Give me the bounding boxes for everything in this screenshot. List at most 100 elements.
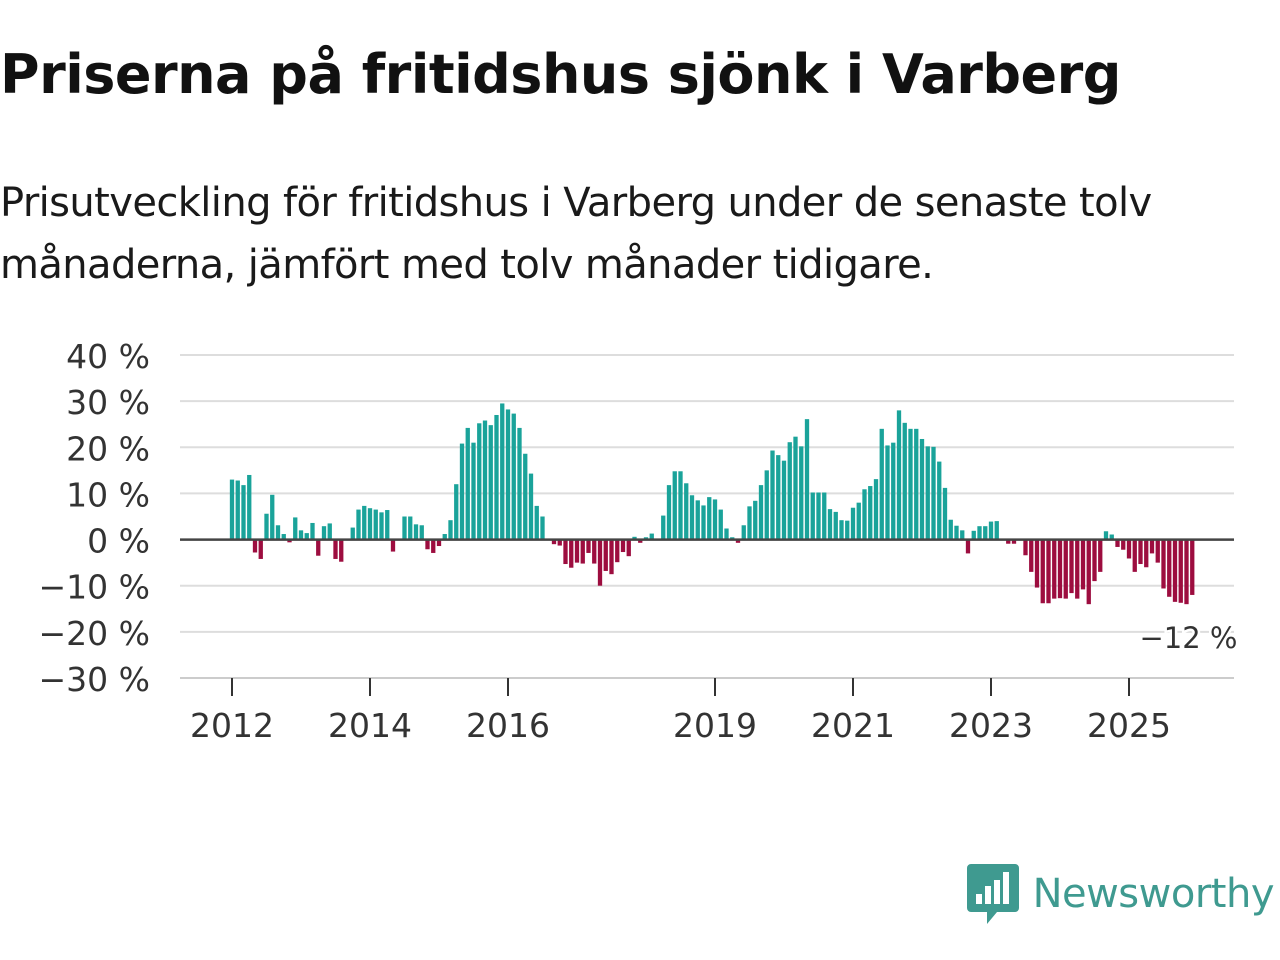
bar-negative	[1126, 539, 1132, 559]
bar-positive	[695, 500, 700, 540]
bar-positive	[896, 410, 902, 540]
bar-positive	[362, 505, 367, 540]
bar-negative	[1138, 539, 1143, 565]
bar-positive	[902, 422, 907, 540]
bar-positive	[684, 483, 689, 540]
bar-positive	[925, 446, 930, 540]
bar-positive	[971, 530, 976, 540]
bar-negative	[316, 539, 321, 556]
bar-positive	[321, 526, 327, 540]
bar-negative	[1092, 539, 1097, 582]
bar-negative	[1075, 539, 1080, 599]
last-value-label: −12 %	[1140, 621, 1238, 655]
bar-positive	[787, 442, 792, 540]
y-tick-label: −30 %	[39, 660, 151, 699]
bar-negative	[569, 539, 574, 568]
bar-negative	[1034, 539, 1040, 588]
bar-negative	[1172, 539, 1178, 602]
x-tick-label: 2025	[1087, 706, 1171, 745]
x-tick-label: 2012	[190, 706, 274, 745]
bar-positive	[229, 479, 235, 540]
bar-positive	[816, 492, 821, 540]
bar-positive	[856, 502, 861, 540]
bar-positive	[712, 499, 718, 540]
bar-positive	[477, 423, 482, 540]
bar-negative	[1023, 539, 1028, 556]
bar-negative	[1178, 539, 1183, 603]
bar-negative	[252, 539, 258, 553]
bar-negative	[1040, 539, 1045, 604]
bar-negative	[436, 539, 442, 547]
bar-negative	[1069, 539, 1074, 594]
newsworthy-logo: Newsworthy	[966, 864, 1275, 924]
bar-positive	[741, 525, 746, 540]
bar-positive	[528, 473, 534, 540]
bar-negative	[586, 539, 591, 553]
bar-positive	[419, 525, 424, 540]
bar-positive	[994, 521, 999, 540]
bar-positive	[661, 515, 666, 540]
bar-positive	[793, 436, 798, 540]
bar-positive	[454, 484, 459, 540]
bar-positive	[908, 428, 913, 540]
bar-positive	[293, 517, 298, 540]
bar-positive	[471, 442, 476, 540]
bar-negative	[1155, 539, 1160, 563]
bar-negative	[1057, 539, 1063, 599]
bar-negative	[592, 539, 597, 564]
bar-negative	[551, 539, 557, 545]
bar-positive	[954, 525, 959, 540]
y-tick-label: −20 %	[39, 614, 151, 653]
bar-positive	[379, 512, 384, 540]
bar-positive	[701, 505, 706, 540]
bar-positive	[298, 530, 304, 540]
bar-positive	[948, 519, 953, 540]
bar-negative	[1080, 539, 1086, 590]
bar-positive	[678, 471, 683, 540]
bar-negative	[615, 539, 620, 563]
bar-positive	[839, 520, 844, 540]
bar-positive	[264, 513, 269, 540]
bar-negative	[1190, 539, 1195, 595]
bar-negative	[1167, 539, 1172, 597]
bar-negative	[1184, 539, 1189, 605]
bar-positive	[465, 427, 470, 540]
bar-positive	[833, 511, 838, 540]
bar-positive	[281, 534, 286, 540]
bar-negative	[574, 539, 580, 563]
bar-positive	[632, 536, 637, 540]
bar-negative	[1086, 539, 1091, 605]
bar-positive	[356, 509, 361, 540]
bar-positive	[534, 505, 539, 540]
bar-negative	[425, 539, 430, 550]
bar-positive	[931, 446, 936, 540]
bar-negative	[390, 539, 396, 552]
bar-positive	[873, 479, 879, 540]
y-tick-label: 20 %	[66, 429, 150, 468]
y-tick-label: −10 %	[39, 568, 151, 607]
y-tick-label: 0 %	[87, 522, 150, 561]
bar-positive	[327, 523, 332, 540]
y-tick-label: 40 %	[66, 337, 150, 376]
bar-positive	[247, 474, 252, 540]
bar-positive	[868, 486, 873, 540]
bar-negative	[333, 539, 338, 559]
bar-positive	[523, 453, 528, 540]
bar-negative	[638, 539, 643, 543]
bar-positive	[402, 516, 407, 540]
x-tick-label: 2021	[811, 706, 895, 745]
bar-negative	[1063, 539, 1068, 599]
bar-negative	[1144, 539, 1149, 568]
bar-positive	[689, 495, 695, 540]
bar-negative	[580, 539, 585, 564]
newsworthy-logo-icon	[966, 864, 1019, 924]
bar-negative	[597, 539, 603, 586]
y-tick-label: 30 %	[66, 383, 150, 422]
bar-positive	[1103, 531, 1109, 540]
bar-positive	[241, 485, 246, 540]
bar-positive	[724, 528, 729, 540]
bar-positive	[385, 510, 390, 540]
bar-positive	[310, 522, 315, 540]
x-tick-label: 2016	[466, 706, 550, 745]
bar-positive	[781, 460, 787, 540]
